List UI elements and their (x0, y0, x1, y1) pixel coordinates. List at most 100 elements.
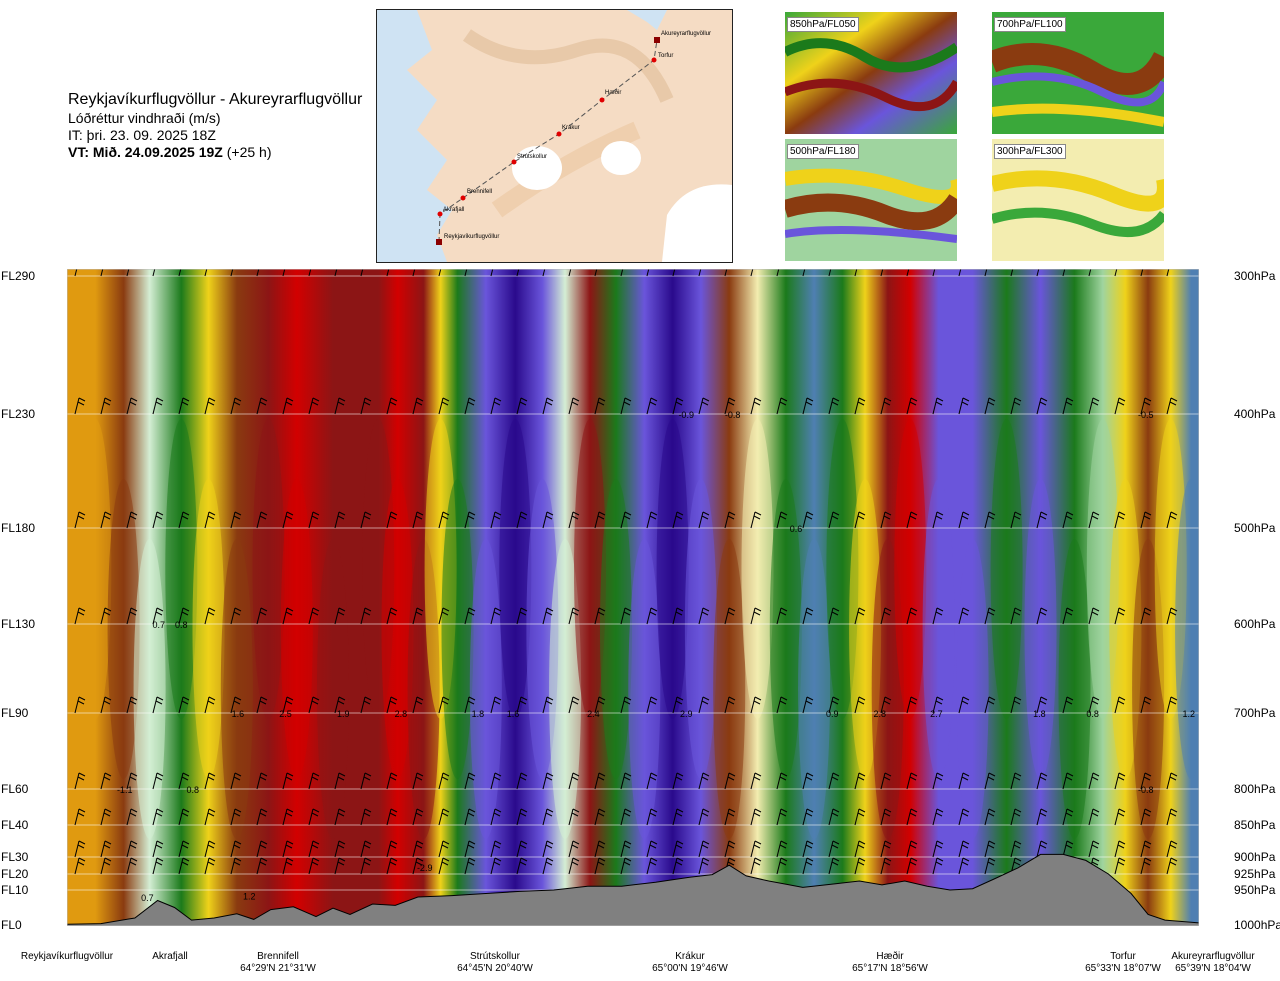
map-label-strutskollur: Strútskollur (517, 154, 547, 160)
wind-barb (620, 840, 632, 858)
wind-barb (1114, 857, 1126, 875)
wind-barb (74, 857, 86, 875)
thumbnail-700hpa-image (992, 12, 1164, 134)
band-cell (220, 539, 253, 839)
wind-barb (282, 857, 294, 875)
wind-barb (802, 696, 814, 714)
route-map: Akureyrarflugvöllur Torfur Hæðir Krákur … (376, 9, 733, 263)
wind-barb (152, 397, 164, 415)
wind-barb (464, 397, 476, 415)
wind-barb (438, 772, 450, 790)
wind-barb (204, 857, 216, 875)
wind-barb (594, 607, 606, 625)
wind-barb (932, 840, 944, 858)
wind-barb (594, 840, 606, 858)
wind-barb (100, 397, 112, 415)
wind-barb (620, 607, 632, 625)
wind-barb (386, 607, 398, 625)
value-label: 1.8 (1033, 709, 1046, 719)
wind-barb (152, 808, 164, 826)
value-label: 1.2 (243, 892, 256, 902)
hpa-label: 800hPa (1234, 782, 1276, 796)
band-cell (499, 419, 532, 719)
wind-barb (828, 696, 840, 714)
wind-barb (74, 808, 86, 826)
wind-barb (542, 808, 554, 826)
wind-barb (854, 696, 866, 714)
wind-barb (334, 511, 346, 529)
hpa-label: 500hPa (1234, 521, 1276, 535)
wind-barb (646, 772, 658, 790)
wind-barb (724, 607, 736, 625)
wind-barb (646, 857, 658, 875)
thumbnail-500hpa[interactable]: 500hPa/FL180 (785, 139, 957, 261)
wind-barb (828, 511, 840, 529)
airport-reykjavik-marker (436, 239, 442, 245)
wind-barb (724, 840, 736, 858)
fl-label: FL180 (1, 521, 36, 535)
location-label: Akureyrarflugvöllur 65°39'N 18°04'W (1171, 951, 1254, 975)
thumbnail-700hpa[interactable]: 700hPa/FL100 (992, 12, 1164, 134)
wind-barb (438, 397, 450, 415)
wind-barb (1010, 696, 1022, 714)
wind-barb (256, 840, 268, 858)
wind-barb (802, 808, 814, 826)
fl-label: FL130 (1, 617, 36, 631)
wind-barb (542, 397, 554, 415)
wind-barb (178, 511, 190, 529)
wind-barb (646, 607, 658, 625)
band-cell (192, 479, 225, 779)
wind-barb (282, 696, 294, 714)
wind-barb (880, 772, 892, 790)
wind-barb (464, 772, 476, 790)
wind-barb (438, 808, 450, 826)
wind-barb (1140, 840, 1152, 858)
wind-barb (308, 772, 320, 790)
wind-barb (672, 696, 684, 714)
route-map-svg: Akureyrarflugvöllur Torfur Hæðir Krákur … (377, 10, 732, 262)
wind-barb (672, 840, 684, 858)
wind-barb (126, 511, 138, 529)
wind-barb (1088, 511, 1100, 529)
band-cell (252, 419, 285, 719)
wind-barb (256, 857, 268, 875)
wind-barb (776, 511, 788, 529)
thumbnail-850hpa[interactable]: 850hPa/FL050 (785, 12, 957, 134)
location-label: Torfur 65°33'N 18°07'W (1085, 951, 1161, 975)
fl-label: FL60 (1, 782, 29, 796)
thumbnail-850hpa-label: 850hPa/FL050 (787, 17, 859, 32)
band-cell (549, 539, 582, 839)
thumbnail-300hpa[interactable]: 300hPa/FL300 (992, 139, 1164, 261)
band-cell (713, 539, 746, 839)
wind-barb (906, 808, 918, 826)
band-cell (600, 479, 632, 779)
wind-barb (126, 857, 138, 875)
wind-barb (1010, 772, 1022, 790)
wind-barb (256, 808, 268, 826)
wind-barb (438, 696, 450, 714)
wind-barb (802, 511, 814, 529)
wind-barb (360, 857, 372, 875)
wind-barb (542, 607, 554, 625)
wind-barb (360, 696, 372, 714)
hpa-label: 850hPa (1234, 818, 1276, 832)
band-cell (133, 539, 166, 839)
wind-barb (74, 840, 86, 858)
glacier-hofsjokull (601, 141, 641, 175)
wind-barb (932, 607, 944, 625)
route-line (438, 39, 658, 243)
wind-barb (100, 808, 112, 826)
wind-barb (594, 511, 606, 529)
value-label: 0.8 (175, 620, 188, 630)
wind-barb (932, 397, 944, 415)
location-label: Hæðir 65°17'N 18°56'W (852, 951, 928, 975)
wind-barb (984, 808, 996, 826)
wind-barb (412, 511, 424, 529)
wind-barb (802, 840, 814, 858)
band-cell (894, 419, 927, 719)
wind-barb (438, 511, 450, 529)
wind-barb (1166, 840, 1178, 858)
wind-barb (854, 772, 866, 790)
cross-section-svg: -0.9 -0.8 -0.5 0.6 0.7 0.8 1.6 2.5 1.9 2.8 1.8 1.6 2… (66, 259, 1208, 927)
value-label: 2.8 (874, 709, 887, 719)
